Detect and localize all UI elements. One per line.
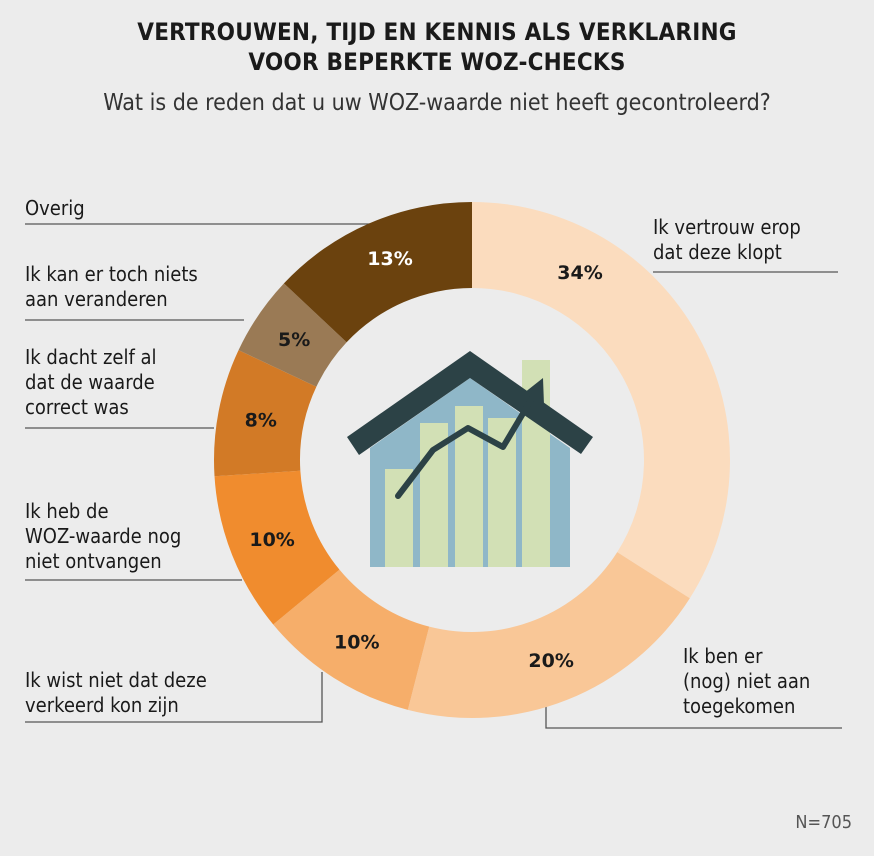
slice-value-label-1: 20% xyxy=(528,650,573,672)
slice-value-label-5: 5% xyxy=(278,329,310,351)
donut-slice-4 xyxy=(214,350,317,477)
trend-arrow-head xyxy=(524,378,544,405)
slice-value-label-4: 8% xyxy=(245,410,277,432)
donut-slice-1 xyxy=(407,552,690,718)
chart-title-line2: VOOR BEPERKTE WOZ-CHECKS xyxy=(248,48,626,76)
trend-line xyxy=(395,387,540,499)
slice-label-1: Ik ben er (nog) niet aan toegekomen xyxy=(683,644,811,718)
slice-label-2: Ik wist niet dat deze verkeerd kon zijn xyxy=(25,668,207,717)
slice-label-3: Ik heb de WOZ-waarde nog niet ontvangen xyxy=(25,499,182,573)
sample-size-note: N=705 xyxy=(795,812,852,833)
donut-slice-3 xyxy=(214,470,340,625)
slice-label-6: Overig xyxy=(25,196,85,220)
chart-title-line1: VERTROUWEN, TIJD EN KENNIS ALS VERKLARIN… xyxy=(137,18,737,46)
slice-value-label-6: 13% xyxy=(367,248,412,270)
slice-label-4: Ik dacht zelf al dat de waarde correct w… xyxy=(25,345,157,419)
donut-slice-2 xyxy=(273,569,430,710)
house-chart-icon xyxy=(347,351,593,567)
leader-line-2 xyxy=(25,672,323,723)
donut-slice-5 xyxy=(238,283,347,387)
slice-value-label-0: 34% xyxy=(557,262,602,284)
donut-slice-0 xyxy=(472,202,730,599)
slice-label-0: Ik vertrouw erop dat deze klopt xyxy=(653,215,801,264)
slice-label-5: Ik kan er toch niets aan veranderen xyxy=(25,262,198,311)
leader-line-1 xyxy=(545,706,842,729)
donut-slice-6 xyxy=(283,202,472,343)
slice-value-label-3: 10% xyxy=(249,529,294,551)
slice-value-label-2: 10% xyxy=(334,632,379,654)
chart-subtitle: Wat is de reden dat u uw WOZ-waarde niet… xyxy=(103,90,771,116)
